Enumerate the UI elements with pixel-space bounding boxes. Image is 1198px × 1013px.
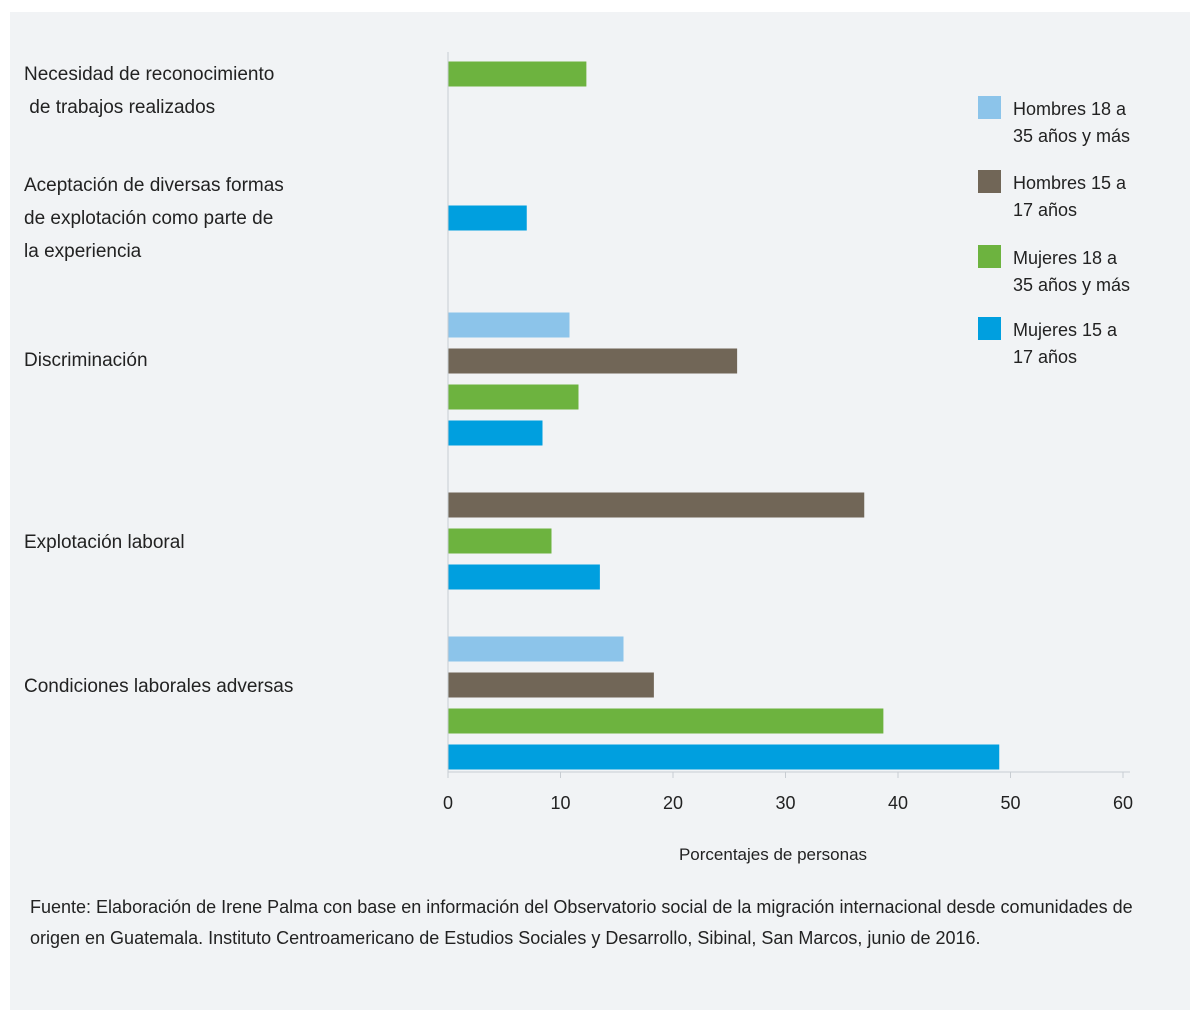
category-label-0: Necesidad de reconocimiento de trabajos … (24, 64, 274, 118)
legend-label-2-line-1: 35 años y más (1013, 275, 1130, 295)
bar-s3-c1 (448, 205, 527, 231)
category-label-4: Condiciones laborales adversas (24, 676, 293, 697)
legend-label-1-line-1: 17 años (1013, 200, 1077, 220)
x-tick-label-0: 0 (443, 793, 453, 813)
category-label-1-line-0: Aceptación de diversas formas (24, 175, 284, 196)
category-label-3-line-0: Explotación laboral (24, 532, 185, 553)
x-tick-label-1: 10 (550, 793, 570, 813)
x-tick-label-2: 20 (663, 793, 683, 813)
category-label-2: Discriminación (24, 350, 148, 371)
category-label-1-line-2: la experiencia (24, 241, 142, 262)
bar-s2-c3 (448, 528, 552, 554)
category-label-0-line-0: Necesidad de reconocimiento (24, 64, 274, 85)
bar-s3-c2 (448, 420, 543, 446)
legend-label-0-line-0: Hombres 18 a (1013, 99, 1127, 119)
bar-s0-c4 (448, 636, 624, 662)
category-label-1-line-1: de explotación como parte de (24, 208, 273, 229)
category-label-1: Aceptación de diversas formas de explotac… (24, 175, 284, 262)
category-label-3: Explotación laboral (24, 532, 185, 553)
bar-chart: 0 10 20 30 40 50 60 Porcentajes de personas Nece… (24, 52, 1133, 864)
bar-s2-c0 (448, 61, 587, 87)
bar-s1-c4 (448, 672, 654, 698)
legend-label-3-line-1: 17 años (1013, 347, 1077, 367)
legend-label-3-line-0: Mujeres 15 a (1013, 320, 1118, 340)
legend-label-2-line-0: Mujeres 18 a (1013, 248, 1118, 268)
legend-label-3: Mujeres 15 a 17 años (1013, 320, 1118, 367)
category-label-2-line-0: Discriminación (24, 350, 148, 371)
figure-panel: 0 10 20 30 40 50 60 Porcentajes de personas Nece… (10, 12, 1190, 1010)
legend-label-0-line-1: 35 años y más (1013, 126, 1130, 146)
bar-s1-c3 (448, 492, 865, 518)
legend-swatch-2 (978, 245, 1001, 268)
source-note: Fuente: Elaboración de Irene Palma con b… (30, 897, 1133, 948)
legend-label-2: Mujeres 18 a 35 años y más (1013, 248, 1130, 295)
legend-swatch-0 (978, 96, 1001, 119)
legend-label-1-line-0: Hombres 15 a (1013, 173, 1127, 193)
bar-s2-c2 (448, 384, 579, 410)
bar-s2-c4 (448, 708, 884, 734)
legend-label-0: Hombres 18 a 35 años y más (1013, 99, 1130, 146)
category-label-0-line-1: de trabajos realizados (24, 97, 215, 118)
category-label-4-line-0: Condiciones laborales adversas (24, 676, 293, 697)
legend-label-1: Hombres 15 a 17 años (1013, 173, 1127, 220)
legend-swatch-3 (978, 317, 1001, 340)
bar-s1-c2 (448, 348, 738, 374)
x-tick-label-5: 50 (1000, 793, 1020, 813)
x-axis-title: Porcentajes de personas (679, 845, 867, 864)
bar-s3-c3 (448, 564, 600, 590)
legend-swatch-1 (978, 170, 1001, 193)
x-tick-label-6: 60 (1113, 793, 1133, 813)
x-tick-label-3: 30 (775, 793, 795, 813)
x-tick-label-4: 40 (888, 793, 908, 813)
bar-s3-c4 (448, 744, 1000, 770)
bar-s0-c2 (448, 312, 570, 338)
